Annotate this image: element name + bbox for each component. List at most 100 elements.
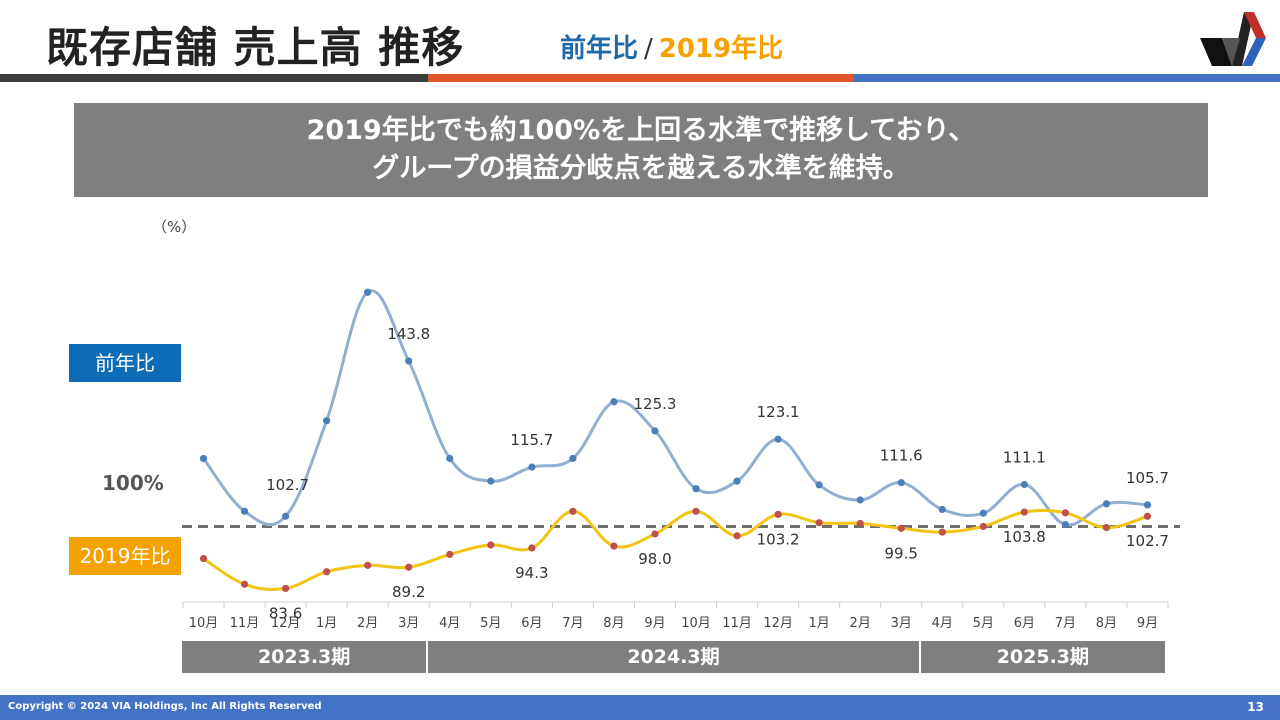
x-tick-label: 8月	[603, 616, 624, 631]
data-point-yoy	[1020, 480, 1028, 489]
x-tick-label: 11月	[722, 616, 752, 631]
x-tick-label: 7月	[1055, 616, 1076, 631]
data-point-yoy	[487, 477, 495, 485]
data-point-yoy	[610, 398, 618, 406]
data-point-vs2019	[610, 542, 618, 550]
data-label-vs2019: 83.6	[269, 604, 302, 622]
x-tick-label: 6月	[521, 616, 542, 631]
x-tick-label: 7月	[562, 616, 583, 631]
data-label-vs2019: 103.2	[757, 530, 800, 548]
data-point-vs2019	[528, 544, 536, 552]
x-tick-label: 2月	[850, 616, 871, 631]
header-stripe-dark	[0, 74, 428, 82]
data-label-yoy: 123.1	[757, 403, 800, 421]
data-label-yoy: 111.1	[1003, 449, 1046, 467]
data-point-vs2019	[733, 532, 741, 540]
data-point-vs2019	[897, 524, 905, 532]
reference-100-label: 100%	[102, 471, 164, 495]
data-point-yoy	[323, 417, 331, 425]
page-number: 13	[1247, 700, 1264, 714]
header-stripe-orange	[428, 74, 854, 82]
x-tick-label: 3月	[891, 616, 912, 631]
data-point-yoy	[1143, 501, 1152, 509]
fiscal-period-bar: 2024.3期	[428, 641, 919, 673]
series-line-vs2019	[202, 509, 1148, 591]
data-point-yoy	[240, 507, 249, 515]
x-tick-label: 1月	[809, 616, 830, 631]
data-point-vs2019	[240, 580, 249, 588]
x-tick-label: 12月	[271, 616, 301, 631]
data-point-vs2019	[856, 519, 864, 528]
x-tick-label: 10月	[681, 616, 711, 631]
data-point-vs2019	[487, 541, 495, 549]
data-point-vs2019	[1020, 508, 1028, 516]
data-point-yoy	[405, 357, 413, 365]
footer-bar: Copyright © 2024 VIA Holdings, Inc All R…	[0, 695, 1280, 720]
data-point-vs2019	[405, 563, 413, 571]
data-label-vs2019: 99.5	[885, 544, 918, 562]
copyright-text: Copyright © 2024 VIA Holdings, Inc All R…	[8, 701, 322, 712]
data-point-yoy	[856, 496, 864, 504]
data-point-yoy	[692, 485, 700, 493]
data-point-vs2019	[1102, 523, 1111, 532]
data-point-yoy	[897, 479, 905, 487]
data-point-vs2019	[199, 554, 208, 563]
data-point-vs2019	[979, 522, 987, 531]
data-label-yoy: 102.7	[266, 476, 309, 494]
x-tick-label: 4月	[439, 616, 460, 631]
page-subtitle: 前年比/2019年比	[560, 28, 783, 65]
data-point-vs2019	[938, 528, 946, 536]
fiscal-period-bar: 2025.3期	[920, 641, 1165, 673]
x-tick-label: 5月	[973, 616, 994, 631]
header-stripe-blue	[854, 74, 1280, 82]
x-tick-label: 6月	[1014, 616, 1035, 631]
data-point-yoy	[446, 454, 454, 463]
x-tick-label: 3月	[398, 616, 419, 631]
data-point-vs2019	[692, 507, 700, 515]
data-point-yoy	[733, 477, 741, 485]
data-point-vs2019	[774, 510, 782, 518]
data-label-vs2019: 102.7	[1126, 532, 1169, 550]
data-point-vs2019	[323, 568, 331, 576]
data-point-yoy	[1061, 520, 1069, 529]
data-point-vs2019	[569, 507, 577, 515]
data-point-yoy	[1102, 500, 1111, 508]
legend-yoy: 前年比	[69, 344, 181, 382]
data-point-yoy	[651, 427, 659, 435]
banner-line-1: 2019年比でも約100%を上回る水準で推移しており、	[306, 115, 976, 146]
data-label-yoy: 111.6	[880, 447, 923, 465]
data-point-vs2019	[1061, 509, 1069, 517]
data-point-vs2019	[651, 530, 659, 538]
data-label-vs2019: 103.8	[1003, 528, 1046, 546]
subtitle-separator: /	[644, 34, 653, 64]
x-tick-label: 5月	[480, 616, 501, 631]
x-tick-label: 9月	[644, 616, 665, 631]
data-label-vs2019: 98.0	[638, 550, 671, 568]
data-point-yoy	[199, 454, 208, 463]
legend-2019: 2019年比	[69, 537, 181, 575]
data-point-vs2019	[282, 584, 290, 593]
subtitle-yoy: 前年比	[560, 34, 639, 64]
data-label-yoy: 105.7	[1126, 469, 1169, 487]
data-point-yoy	[569, 454, 577, 463]
x-tick-label: 10月	[189, 616, 219, 631]
data-label-vs2019: 94.3	[515, 564, 548, 582]
data-label-yoy: 125.3	[634, 395, 677, 413]
page-title: 既存店舗 売上高 推移	[46, 23, 465, 72]
data-label-vs2019: 89.2	[392, 583, 425, 601]
x-tick-label: 1月	[316, 616, 337, 631]
y-unit-label: （%）	[152, 218, 197, 236]
x-tick-label: 12月	[763, 616, 793, 631]
data-point-yoy	[979, 509, 987, 517]
data-point-yoy	[815, 481, 823, 489]
data-point-yoy	[282, 512, 290, 520]
data-point-yoy	[938, 505, 946, 514]
fiscal-period-bar: 2023.3期	[182, 641, 427, 673]
summary-banner: 2019年比でも約100%を上回る水準で推移しており、 グループの損益分岐点を越…	[74, 103, 1208, 197]
x-tick-label: 9月	[1137, 616, 1158, 631]
data-point-yoy	[528, 463, 536, 471]
data-point-yoy	[774, 435, 782, 443]
subtitle-2019: 2019年比	[658, 34, 784, 64]
data-point-vs2019	[364, 561, 372, 569]
